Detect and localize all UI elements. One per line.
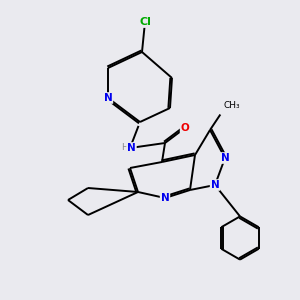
- Text: CH₃: CH₃: [224, 100, 240, 109]
- Text: Cl: Cl: [139, 17, 151, 27]
- Text: N: N: [220, 153, 230, 163]
- Text: H: H: [121, 143, 128, 152]
- Text: N: N: [127, 143, 136, 153]
- Text: N: N: [160, 193, 169, 203]
- Text: O: O: [181, 123, 189, 133]
- Text: N: N: [211, 180, 219, 190]
- Text: N: N: [103, 93, 112, 103]
